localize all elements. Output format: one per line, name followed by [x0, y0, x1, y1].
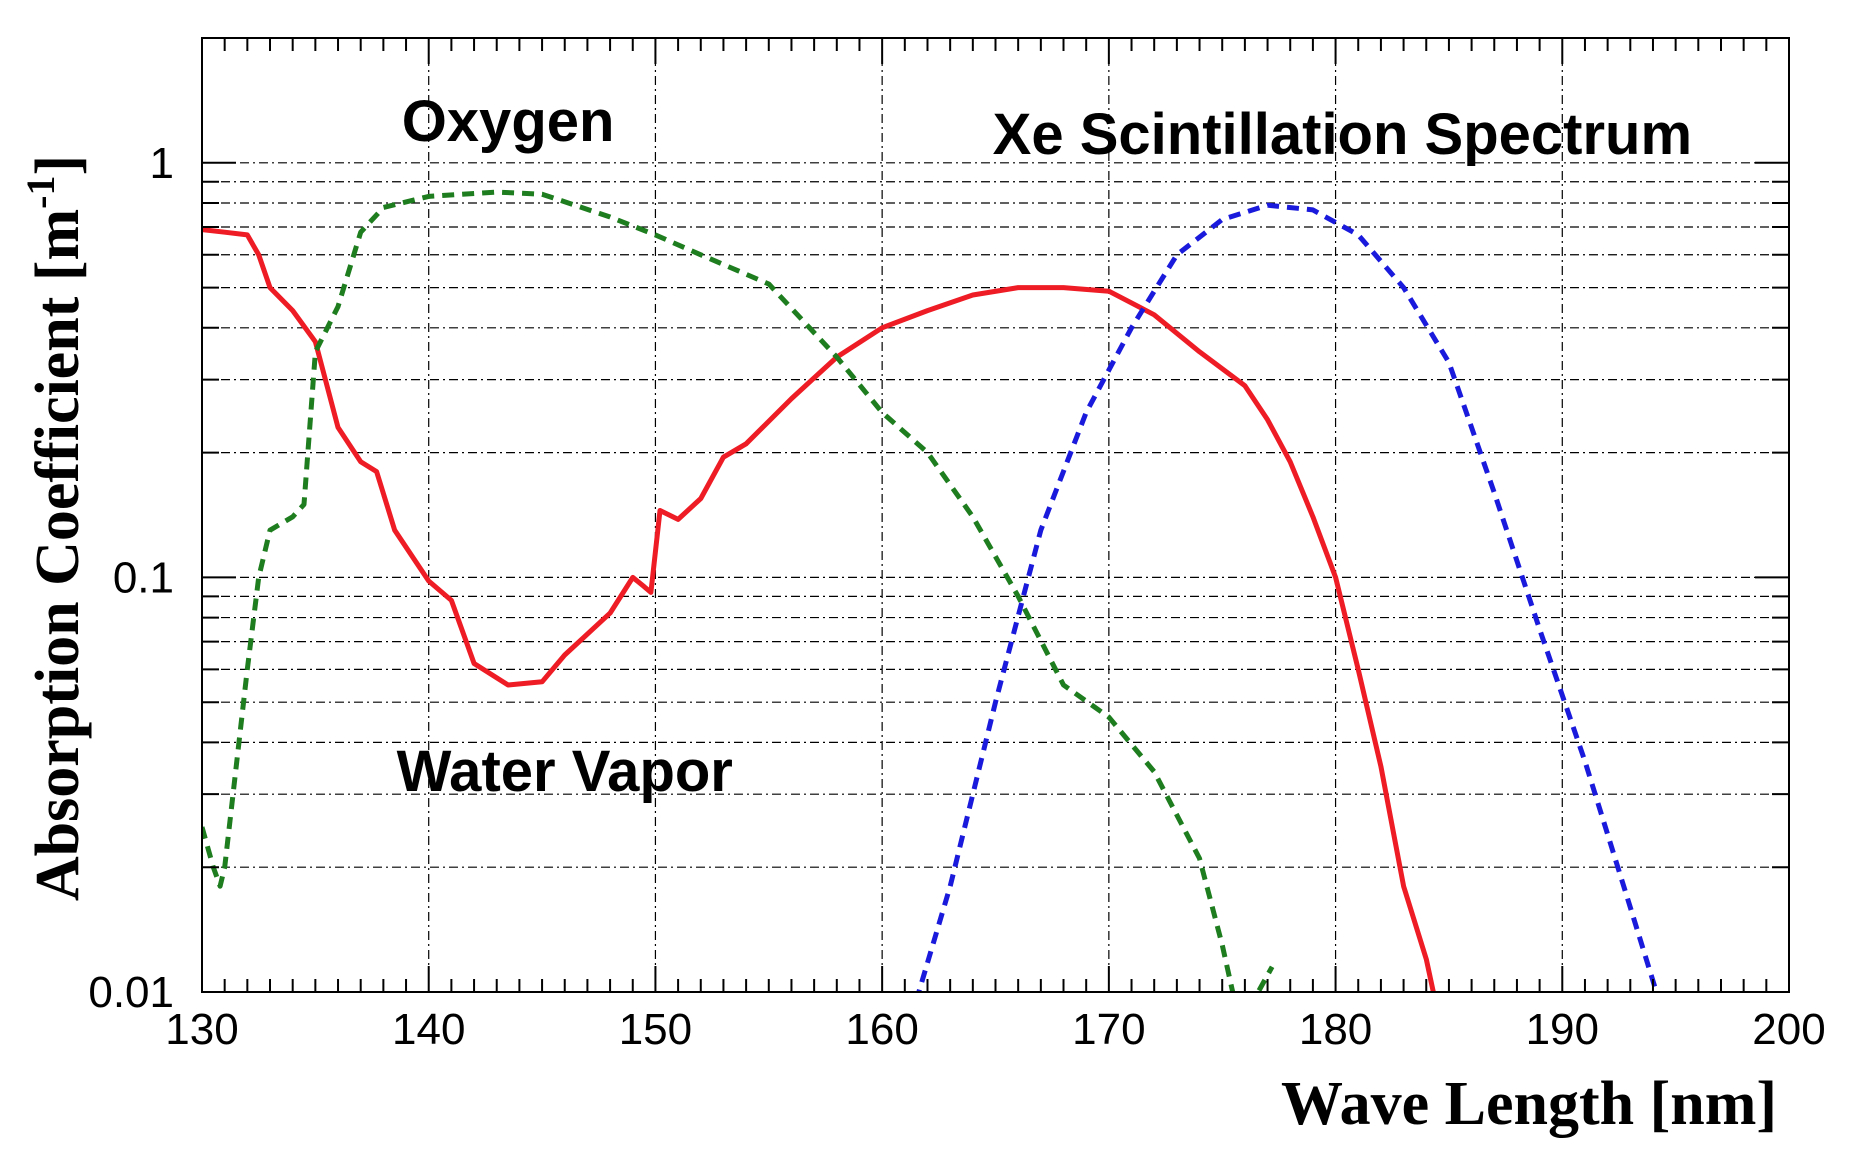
y-tick-label: 0.01: [88, 968, 174, 1017]
series-layer: [202, 189, 1660, 992]
annotation-2: Water Vapor: [397, 739, 733, 804]
grid: [202, 38, 1789, 992]
x-tick-label: 150: [619, 1005, 692, 1054]
x-tick-label: 170: [1072, 1005, 1145, 1054]
x-tick-label: 160: [845, 1005, 918, 1054]
plot-frame: [201, 37, 1790, 993]
x-tick-label: 190: [1526, 1005, 1599, 1054]
annotation-0: Oxygen: [402, 89, 615, 154]
x-tick-label: 200: [1752, 1005, 1825, 1054]
x-tick-label: 130: [165, 1005, 238, 1054]
x-tick-label: 140: [392, 1005, 465, 1054]
x-tick-label: 180: [1299, 1005, 1372, 1054]
series-water-vapor: [202, 227, 1436, 992]
series-oxygen: [202, 189, 1275, 992]
ticks: [201, 37, 1790, 993]
y-tick-label: 0.1: [113, 553, 174, 602]
annotation-1: Xe Scintillation Spectrum: [993, 102, 1692, 167]
y-axis-title: Absorption Coefficient [m-1]: [18, 155, 92, 901]
labels: 130 140 150 160 170 180 190 200 1 0.1 0.01 Wave Len…: [18, 89, 1826, 1138]
x-axis-title: Wave Length [nm]: [1281, 1070, 1777, 1138]
series-xe-spectrum: [916, 202, 1660, 992]
y-tick-label: 1: [150, 139, 174, 188]
